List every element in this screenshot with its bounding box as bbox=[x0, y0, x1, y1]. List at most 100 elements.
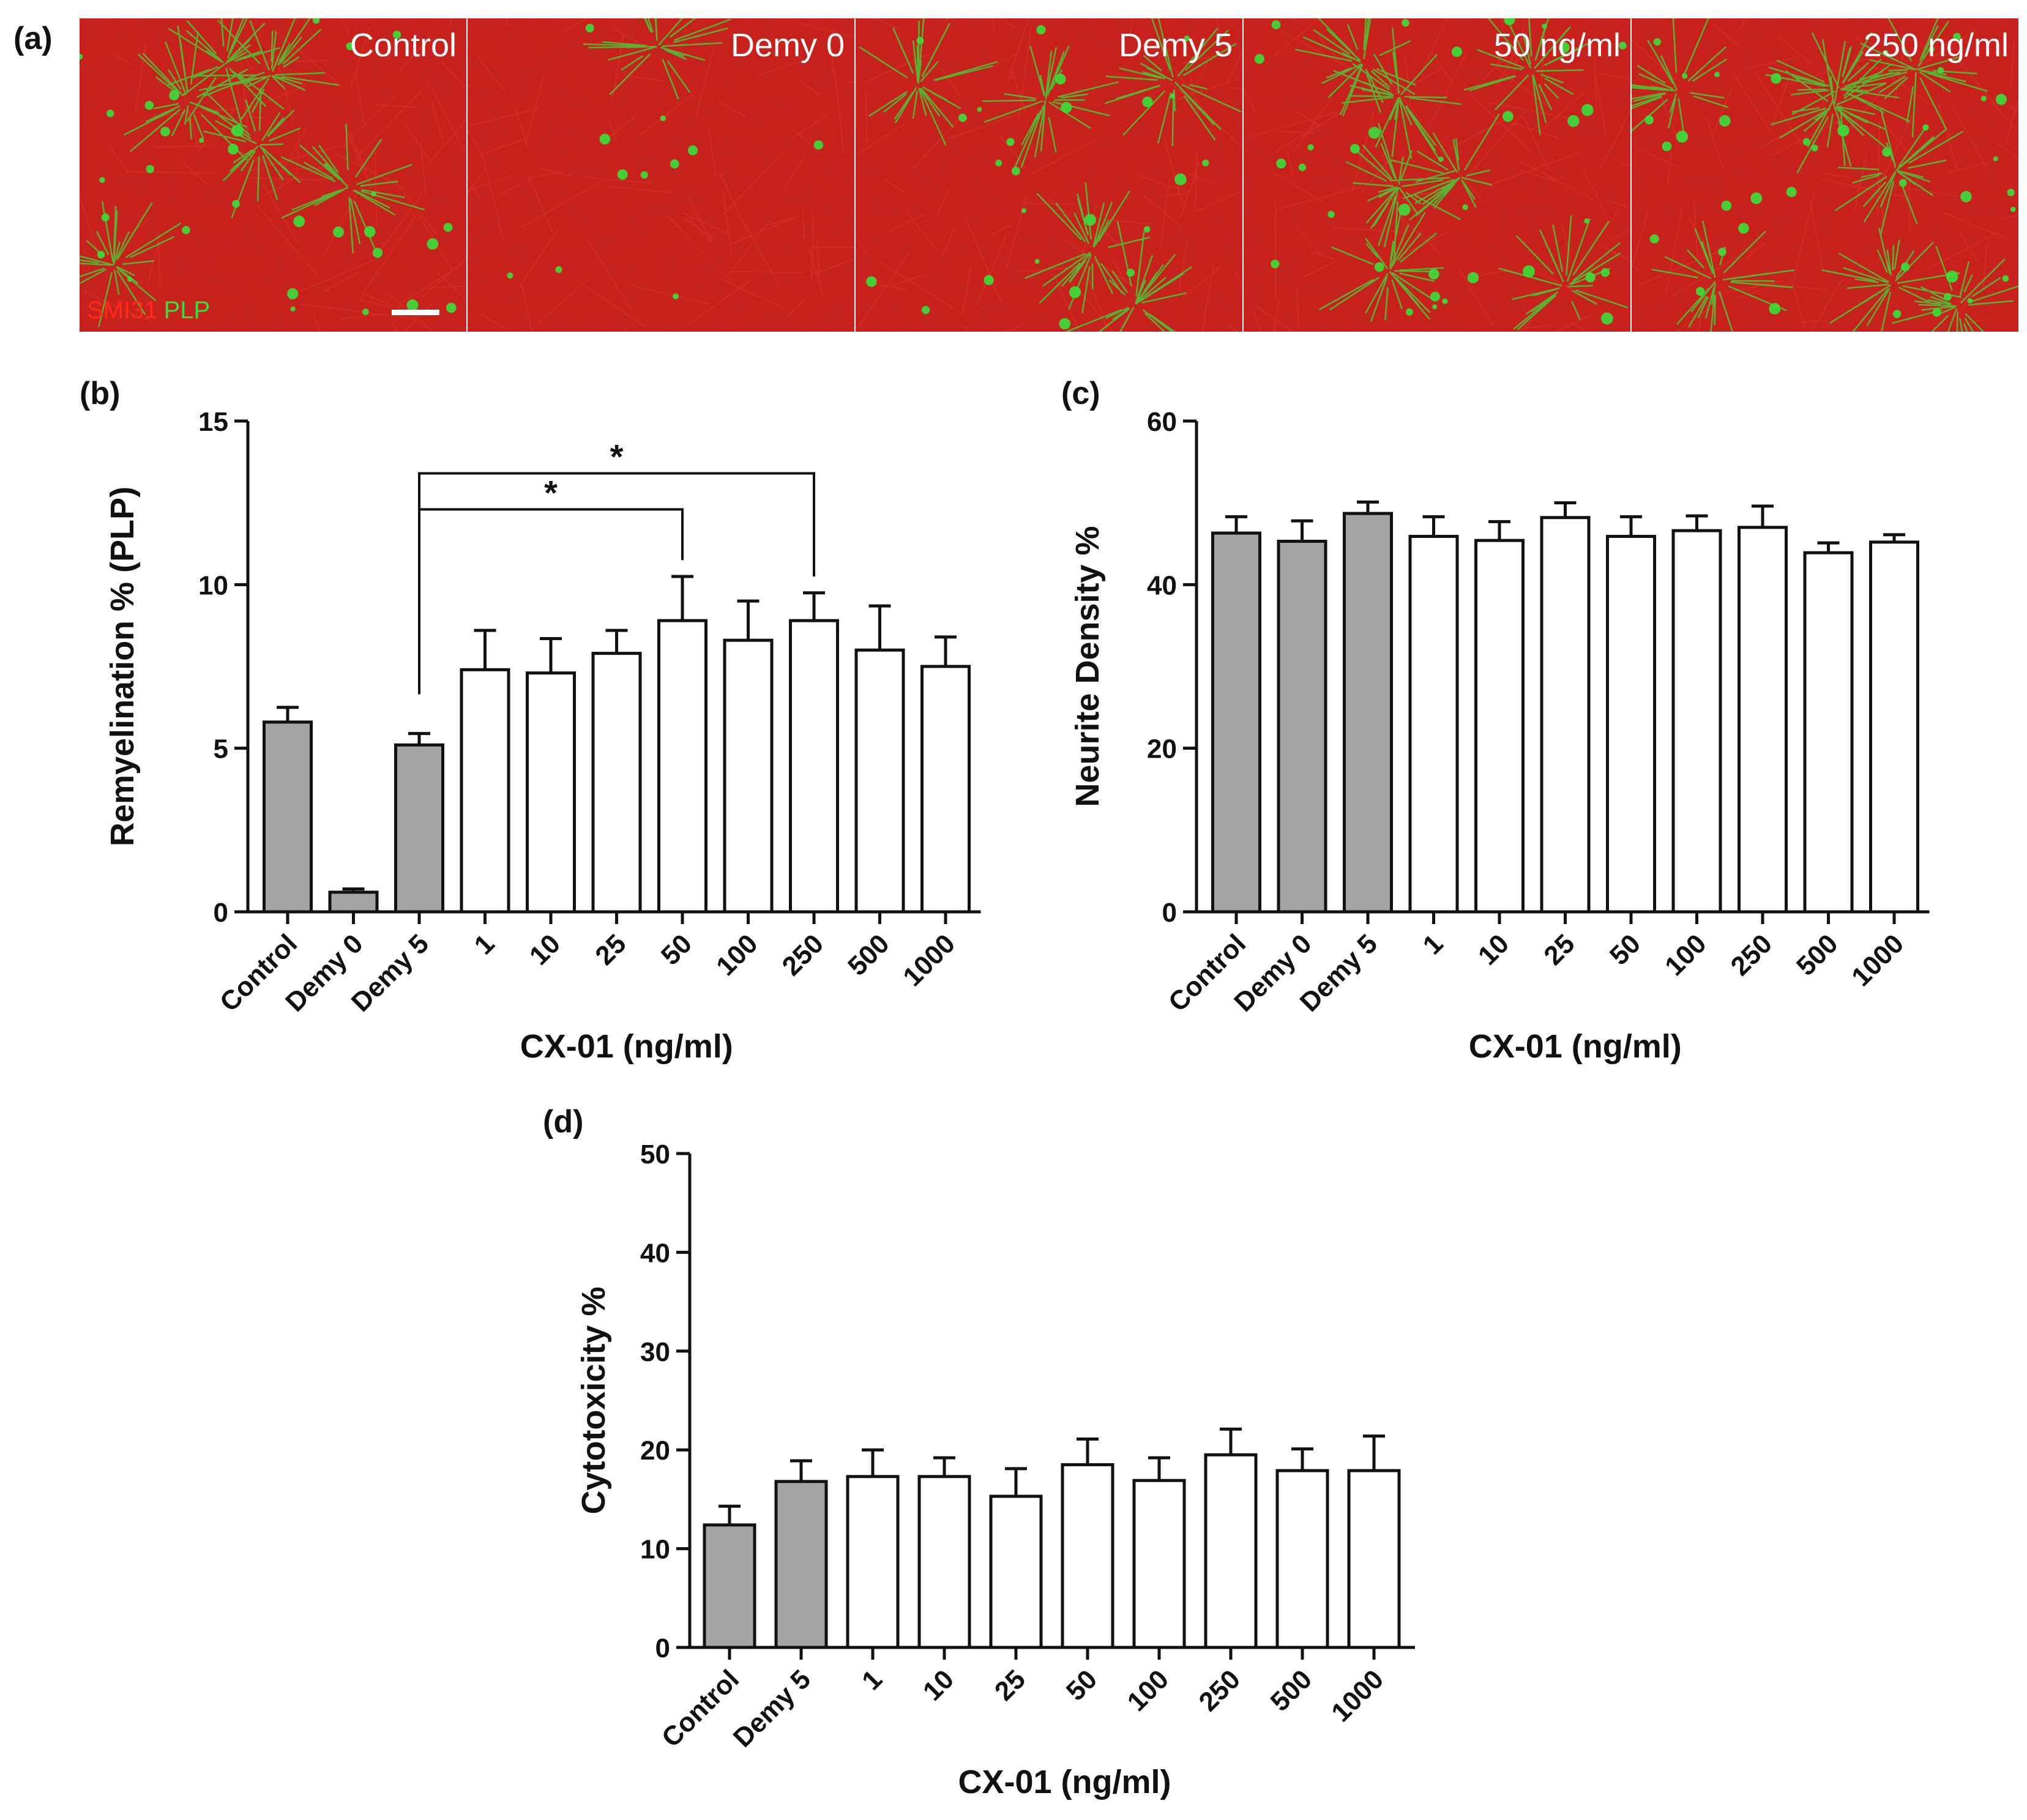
x-tick-label: 500 bbox=[842, 928, 895, 982]
oligodendrocyte-cell bbox=[921, 305, 930, 315]
oligodendrocyte-cell bbox=[813, 140, 823, 150]
oligodendrocyte-cell bbox=[1398, 203, 1411, 216]
x-tick-label: 10 bbox=[917, 1664, 960, 1706]
bar-control bbox=[703, 1523, 756, 1649]
x-axis-label: CX-01 (ng/ml) bbox=[520, 1028, 733, 1065]
oligodendrocyte-cell bbox=[585, 23, 594, 32]
oligodendrocyte-cell bbox=[1619, 42, 1627, 50]
oligodendrocyte-cell bbox=[1428, 269, 1439, 280]
oligodendrocyte-cell bbox=[1442, 298, 1448, 304]
oligodendrocyte-cell bbox=[1714, 72, 1720, 78]
oligodendrocyte-cell bbox=[1271, 259, 1280, 269]
x-tick-label: 500 bbox=[1791, 928, 1844, 982]
oligodendrocyte-cell bbox=[2007, 188, 2015, 196]
oligodendrocyte-cell bbox=[362, 308, 369, 315]
oligodendrocyte-cell bbox=[1695, 286, 1705, 296]
oligodendrocyte-cell bbox=[231, 124, 244, 137]
oligodendrocyte-cell bbox=[312, 18, 320, 24]
oligodendrocyte-cell bbox=[1946, 270, 1958, 283]
oligodendrocyte-cell bbox=[443, 223, 453, 232]
y-tick-label: 40 bbox=[640, 1238, 670, 1268]
oligodendrocyte-cell bbox=[101, 213, 110, 222]
oligodendrocyte-cell bbox=[1055, 73, 1066, 85]
oligodendrocyte-cell bbox=[1585, 272, 1596, 283]
x-tick-label: 1000 bbox=[897, 928, 961, 992]
oligodendrocyte-cell bbox=[182, 226, 190, 234]
oligodendrocyte-cell bbox=[1883, 50, 1889, 56]
oligodendrocyte-cell bbox=[1084, 214, 1096, 226]
y-axis-label: Neurite Density % bbox=[1069, 526, 1106, 807]
y-axis-label: Cytotoxicity % bbox=[575, 1286, 612, 1514]
y-tick-label: 0 bbox=[214, 898, 228, 928]
oligodendrocyte-cell bbox=[1350, 144, 1360, 154]
oligodendrocyte-cell bbox=[1662, 141, 1672, 152]
oligodendrocyte-cell bbox=[1811, 144, 1818, 152]
myelin-processes bbox=[1294, 18, 1629, 330]
oligodendrocyte-cell bbox=[1960, 191, 1972, 203]
oligodendrocyte-cell bbox=[1995, 94, 2007, 105]
oligodendrocyte-cell bbox=[160, 127, 170, 136]
oligodendrocyte-cell bbox=[333, 226, 344, 238]
oligodendrocyte-cell bbox=[1802, 138, 1810, 146]
x-tick-label: 25 bbox=[1538, 928, 1580, 971]
bar-demy-0 bbox=[1277, 539, 1327, 914]
x-tick-label: 500 bbox=[1265, 1664, 1318, 1717]
bar-500 bbox=[1803, 551, 1854, 914]
stain-red-label: SMI31 bbox=[87, 297, 158, 324]
axon-fibers bbox=[80, 18, 466, 332]
oligodendrocyte-cell bbox=[1901, 263, 1910, 272]
micrograph-2 bbox=[856, 18, 1242, 332]
oligodendrocyte-cell bbox=[1892, 310, 1902, 318]
significance-bracket bbox=[418, 472, 815, 695]
oligodendrocyte-cell bbox=[1682, 73, 1688, 79]
bar-control bbox=[1211, 531, 1261, 914]
oligodendrocyte-cell bbox=[1601, 312, 1613, 325]
oligodendrocyte-cell bbox=[1882, 147, 1892, 157]
bar-25 bbox=[989, 1494, 1043, 1649]
axon-fibers bbox=[1632, 18, 2018, 332]
significance-star: * bbox=[610, 438, 624, 476]
oligodendrocyte-cell bbox=[97, 250, 105, 259]
x-tick-label: 100 bbox=[1659, 928, 1712, 982]
significance-star: * bbox=[544, 473, 558, 512]
y-tick-label: 20 bbox=[1147, 734, 1177, 764]
oligodendrocyte-cell bbox=[1184, 35, 1190, 42]
bar-250 bbox=[1204, 1453, 1258, 1649]
oligodendrocyte-cell bbox=[866, 276, 877, 287]
y-axis-label: Remyelination % (PLP) bbox=[104, 487, 141, 846]
micrograph-0 bbox=[80, 18, 466, 332]
oligodendrocyte-cell bbox=[1061, 102, 1072, 113]
oligodendrocyte-cell bbox=[146, 165, 154, 173]
bar-10 bbox=[917, 1475, 971, 1649]
x-tick-label: 1000 bbox=[1326, 1664, 1389, 1728]
oligodendrocyte-cell bbox=[1142, 96, 1153, 108]
oligodendrocyte-cell bbox=[287, 288, 299, 300]
oligodendrocyte-cell bbox=[99, 177, 105, 183]
bar-demy-5 bbox=[394, 743, 444, 914]
micrograph-label: Demy 5 bbox=[1119, 27, 1233, 64]
oligodendrocyte-cell bbox=[1462, 204, 1468, 211]
oligodendrocyte-cell bbox=[1368, 127, 1381, 139]
oligodendrocyte-cell bbox=[1523, 265, 1535, 278]
micrograph-label: 250 ng/ml bbox=[1864, 27, 2009, 64]
bar-10 bbox=[1474, 539, 1525, 914]
oligodendrocyte-cell bbox=[293, 215, 305, 228]
panel-label: (d) bbox=[543, 1104, 583, 1139]
oligodendrocyte-cell bbox=[1644, 115, 1654, 125]
x-axis-label: CX-01 (ng/ml) bbox=[1469, 1028, 1682, 1065]
oligodendrocyte-cell bbox=[1567, 115, 1580, 127]
oligodendrocyte-cell bbox=[364, 226, 376, 237]
oligodendrocyte-cell bbox=[1944, 293, 1952, 301]
oligodendrocyte-cell bbox=[670, 159, 679, 169]
x-tick-label: 10 bbox=[1473, 928, 1515, 971]
oligodendrocyte-cell bbox=[1771, 73, 1782, 84]
oligodendrocyte-cell bbox=[228, 143, 239, 155]
x-tick-label: 250 bbox=[1193, 1664, 1247, 1717]
oligodendrocyte-cell bbox=[1649, 234, 1659, 244]
oligodendrocyte-cell bbox=[427, 238, 439, 250]
oligodendrocyte-cell bbox=[1069, 286, 1081, 299]
oligodendrocyte-cell bbox=[1174, 173, 1187, 185]
bar-1000 bbox=[920, 665, 971, 914]
oligodendrocyte-cell bbox=[1581, 104, 1594, 116]
y-tick-label: 10 bbox=[640, 1535, 670, 1565]
